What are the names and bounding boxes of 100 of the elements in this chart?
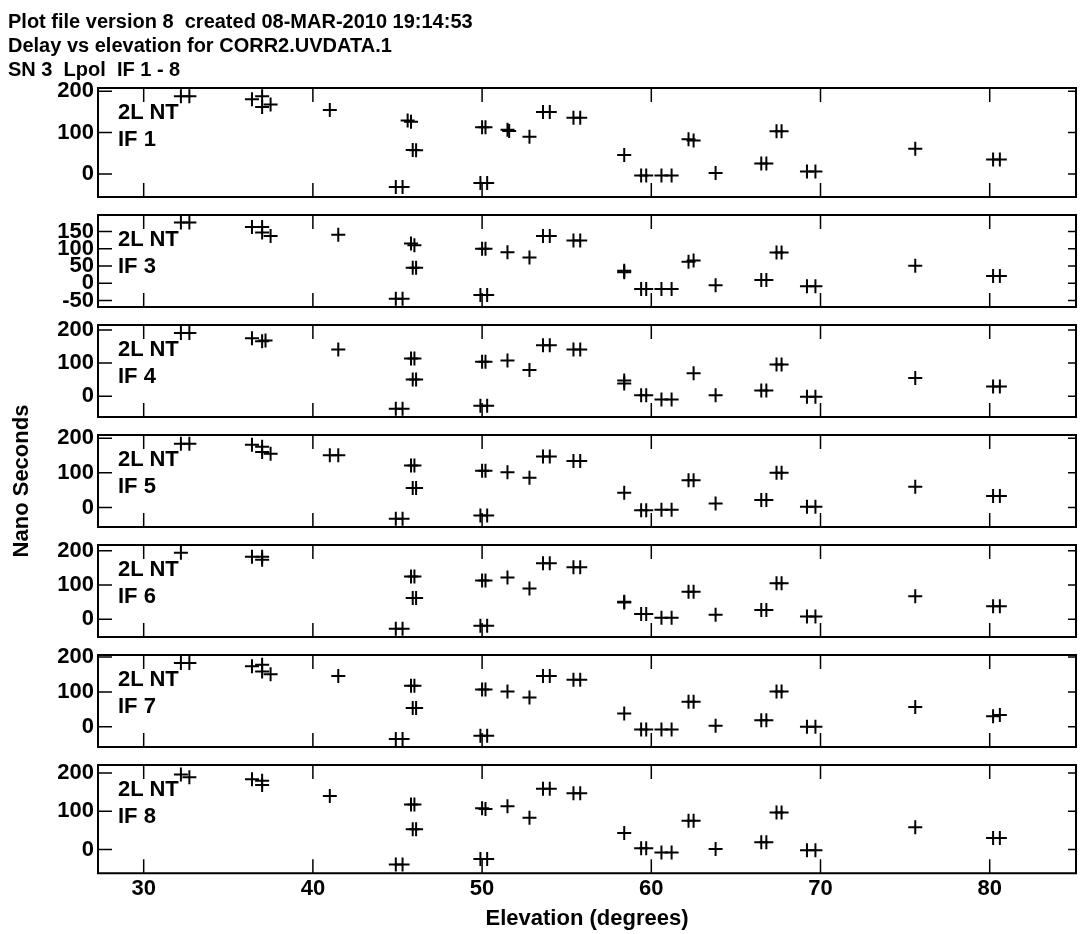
point <box>499 464 516 481</box>
point <box>685 583 702 600</box>
point <box>685 812 702 829</box>
point <box>707 841 724 858</box>
y-tick-label: 0 <box>81 835 94 861</box>
point <box>572 109 589 126</box>
point <box>172 545 189 561</box>
point <box>638 840 655 857</box>
point <box>499 798 516 815</box>
point <box>572 232 589 249</box>
point <box>907 819 924 836</box>
annotation: IF 5 <box>118 473 156 499</box>
point <box>758 834 775 851</box>
x-tick-label: 80 <box>977 875 1002 901</box>
point <box>394 856 411 873</box>
point <box>707 606 724 623</box>
x-tick-label: 50 <box>469 875 495 901</box>
y-tick-label: 100 <box>57 458 94 484</box>
point <box>663 844 680 861</box>
point <box>572 341 589 358</box>
point <box>321 101 338 118</box>
y-tick-label: 200 <box>57 316 94 342</box>
point <box>773 683 790 700</box>
point <box>707 495 724 512</box>
y-tick-label: 200 <box>57 643 94 669</box>
point <box>499 352 516 369</box>
point <box>685 365 702 382</box>
point <box>685 252 702 269</box>
point <box>499 569 516 586</box>
point <box>394 510 411 527</box>
point <box>394 290 411 307</box>
point <box>499 683 516 700</box>
point <box>773 804 790 821</box>
point <box>638 502 655 519</box>
y-tick-label: 100 <box>57 571 94 597</box>
annotation: IF 1 <box>118 126 156 152</box>
point <box>773 464 790 481</box>
point <box>521 809 538 826</box>
point <box>479 397 496 414</box>
point <box>479 507 496 524</box>
point <box>243 330 260 347</box>
point <box>638 387 655 404</box>
y-tick-label: 100 <box>57 797 94 823</box>
point <box>773 244 790 261</box>
point <box>321 787 338 804</box>
point <box>663 167 680 184</box>
point <box>521 362 538 379</box>
annotation: IF 6 <box>118 583 156 609</box>
point <box>330 447 347 464</box>
x-tick-label: 40 <box>300 875 326 901</box>
point <box>807 498 824 515</box>
point <box>680 253 697 270</box>
y-tick-label: 0 <box>81 382 94 408</box>
point <box>408 821 425 838</box>
point <box>394 620 411 637</box>
point <box>707 277 724 294</box>
point <box>758 382 775 399</box>
y-tick-label: 200 <box>57 424 94 450</box>
point <box>685 472 702 489</box>
point <box>521 128 538 145</box>
point <box>638 721 655 738</box>
point <box>685 693 702 710</box>
point <box>758 155 775 172</box>
y-tick-label: 100 <box>57 118 94 144</box>
point <box>807 718 824 735</box>
point <box>521 249 538 266</box>
annotation: IF 8 <box>118 803 156 829</box>
point <box>330 667 347 684</box>
point <box>616 484 633 501</box>
point <box>616 705 633 722</box>
point <box>807 388 824 405</box>
y-tick-label: 200 <box>57 536 94 562</box>
annotation: 2L NT <box>118 446 180 472</box>
point <box>181 769 198 786</box>
y-tick-label: 100 <box>57 349 94 375</box>
point <box>181 88 198 105</box>
point <box>181 215 198 231</box>
point <box>403 113 420 130</box>
point <box>907 140 924 157</box>
point <box>758 712 775 729</box>
point <box>707 165 724 182</box>
point <box>663 501 680 518</box>
point <box>330 341 347 358</box>
point <box>330 226 347 243</box>
annotation: 2L NT <box>118 226 180 252</box>
point <box>616 146 633 163</box>
point <box>707 717 724 734</box>
point <box>638 167 655 184</box>
point <box>807 163 824 180</box>
point <box>521 469 538 486</box>
point <box>663 609 680 626</box>
annotation: IF 7 <box>118 693 156 719</box>
x-tick-label: 70 <box>808 875 833 901</box>
y-tick-label: 200 <box>57 759 94 785</box>
annotation: IF 3 <box>118 253 156 279</box>
point <box>773 123 790 140</box>
point <box>663 721 680 738</box>
point <box>907 478 924 495</box>
annotation: 2L NT <box>118 666 180 692</box>
x-tick-label: 60 <box>639 875 664 901</box>
